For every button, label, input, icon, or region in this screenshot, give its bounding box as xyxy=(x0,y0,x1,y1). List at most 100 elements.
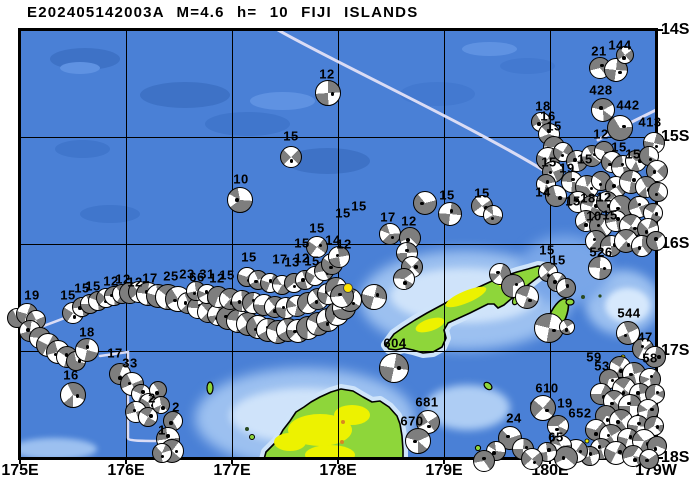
depth-label: 10 xyxy=(586,208,602,224)
islet xyxy=(565,298,575,306)
depth-label: 15 xyxy=(304,253,320,269)
islet xyxy=(584,438,590,444)
bathymetry-patch xyxy=(140,82,230,108)
depth-label: 428 xyxy=(589,82,613,98)
bathymetry-patch xyxy=(500,58,555,74)
bathymetry-patch xyxy=(55,140,110,158)
depth-label: 12 xyxy=(294,250,310,266)
depth-label: 12 xyxy=(596,189,612,205)
depth-label: 15 xyxy=(241,249,257,265)
islet xyxy=(206,381,214,395)
focal-mechanism-beachball xyxy=(556,278,576,298)
latitude-label: 18S xyxy=(661,449,690,466)
depth-label: 19 xyxy=(557,395,573,411)
grid-line xyxy=(20,244,656,245)
focal-mechanism-beachball xyxy=(75,338,99,362)
depth-label: 15 xyxy=(474,185,490,201)
longitude-label: 175E xyxy=(1,462,39,479)
depth-label: 17 xyxy=(142,270,158,286)
axis-tick xyxy=(657,29,663,31)
bathymetry-patch xyxy=(250,92,315,110)
depth-label: 526 xyxy=(589,244,613,260)
depth-label: 15 xyxy=(439,187,455,203)
depth-label: 12 xyxy=(336,236,352,252)
latitude-label: 17S xyxy=(661,342,690,359)
depth-label: 15 xyxy=(577,151,593,167)
depth-label: 33 xyxy=(122,355,138,371)
longitude-label: 177E xyxy=(213,462,251,479)
depth-label: 1 xyxy=(158,422,166,438)
focal-mechanism-beachball xyxy=(60,382,86,408)
depth-label: 21 xyxy=(591,43,607,59)
longitude-label: 179E xyxy=(425,462,463,479)
focal-mechanism-beachball xyxy=(306,236,328,258)
focal-mechanism-beachball xyxy=(405,428,431,454)
depth-label: 17 xyxy=(107,345,123,361)
grid-line xyxy=(20,351,656,352)
depth-label: 670 xyxy=(400,413,424,429)
depth-label: 14 xyxy=(535,184,551,200)
event-epicenter-marker xyxy=(343,283,353,293)
depth-label: 66 xyxy=(189,269,205,285)
depth-label: 14 xyxy=(325,232,341,248)
depth-label: 15 xyxy=(539,242,555,258)
focal-mechanism-beachball xyxy=(138,407,158,427)
depth-label: 18 xyxy=(79,324,95,340)
focal-mechanism-beachball xyxy=(413,191,437,215)
bathymetry-patch xyxy=(205,112,290,136)
depth-label: 18 xyxy=(580,190,596,206)
depth-label: 604 xyxy=(383,335,407,351)
shelf-patch xyxy=(605,288,650,323)
axis-tick xyxy=(19,459,21,464)
focal-mechanism-beachball xyxy=(473,450,495,472)
depth-label: 15 xyxy=(602,207,618,223)
depth-label: 2 xyxy=(148,390,156,406)
focal-mechanism-beachball xyxy=(648,182,668,202)
depth-label: 12 xyxy=(103,273,119,289)
depth-label: 15 xyxy=(546,118,562,134)
axis-tick xyxy=(443,459,445,464)
depth-label: 47 xyxy=(637,329,653,345)
focal-mechanism-beachball xyxy=(379,353,409,383)
depth-label: 25 xyxy=(163,268,179,284)
focal-mechanism-beachball xyxy=(547,415,569,437)
focal-mechanism-beachball xyxy=(515,285,539,309)
axis-tick xyxy=(657,457,663,459)
depth-label: 31 xyxy=(199,266,215,282)
focal-mechanism-beachball xyxy=(483,205,503,225)
depth-label: 19 xyxy=(24,287,40,303)
depth-label: 53 xyxy=(594,358,610,374)
depth-label: 12 xyxy=(127,274,143,290)
depth-label: 17 xyxy=(272,251,288,267)
depth-label: 15 xyxy=(309,220,325,236)
depth-label: 10 xyxy=(233,171,249,187)
depth-label: 65 xyxy=(548,429,564,445)
axis-tick xyxy=(125,459,127,464)
depth-label: 15 xyxy=(74,280,90,296)
depth-label: 652 xyxy=(568,405,592,421)
focal-mechanism-beachball xyxy=(545,185,567,207)
depth-label: 610 xyxy=(535,380,559,396)
depth-label: 18 xyxy=(535,98,551,114)
grid-line xyxy=(20,137,656,138)
longitude-label: 178E xyxy=(319,462,357,479)
depth-label: 15 xyxy=(335,205,351,221)
axis-tick xyxy=(231,459,233,464)
shelf-patch xyxy=(20,438,97,458)
page-title: E202405142003A M=4.6 h= 10 FIJI ISLANDS xyxy=(27,4,419,21)
depth-label: 19 xyxy=(559,160,575,176)
focal-mechanism-beachball xyxy=(559,319,575,335)
depth-label: 15 xyxy=(611,139,627,155)
bathymetry-patch xyxy=(462,42,517,56)
depth-label: 15 xyxy=(351,198,367,214)
focal-mechanism-beachball xyxy=(393,268,415,290)
depth-label: 15 xyxy=(565,193,581,209)
survey-track-line xyxy=(276,30,550,175)
islet xyxy=(598,294,602,298)
depth-label: 442 xyxy=(616,97,640,113)
depth-label: 16 xyxy=(63,367,79,383)
focal-mechanism-beachball xyxy=(644,346,666,368)
focal-mechanism-beachball xyxy=(361,284,387,310)
